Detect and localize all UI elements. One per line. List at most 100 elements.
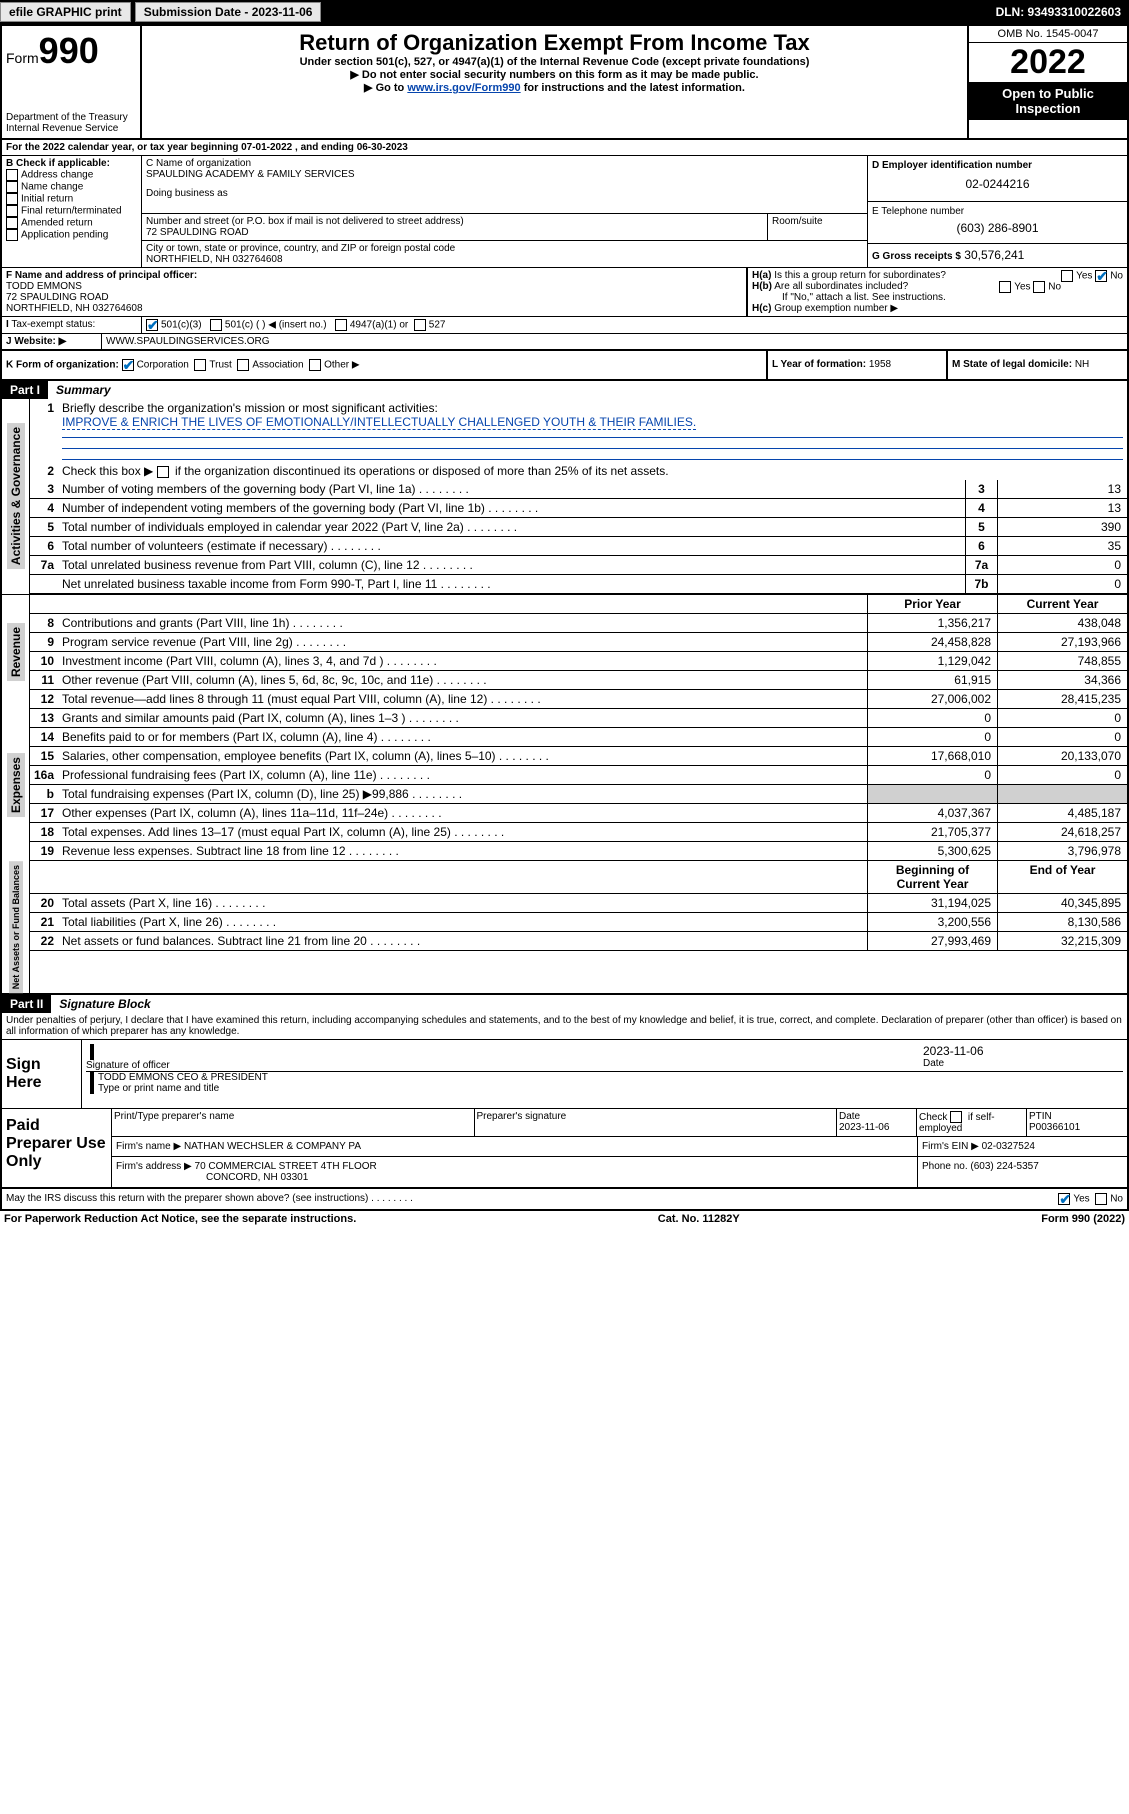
- col-current: Current Year: [997, 595, 1127, 613]
- officer-name: TODD EMMONS: [6, 281, 742, 292]
- hb-no[interactable]: [1033, 281, 1045, 293]
- row-desc: Benefits paid to or for members (Part IX…: [58, 728, 867, 746]
- check-label: Name change: [21, 182, 83, 193]
- cur-val: 8,130,586: [997, 913, 1127, 931]
- check-initial-return[interactable]: Initial return: [6, 193, 137, 205]
- check-other[interactable]: [309, 359, 321, 371]
- part2-title: Signature Block: [51, 995, 158, 1013]
- row-num: 7a: [30, 556, 58, 574]
- efile-print-button[interactable]: efile GRAPHIC print: [0, 2, 131, 22]
- col-prior: Prior Year: [867, 595, 997, 613]
- tax-status-label: Tax-exempt status:: [11, 319, 95, 330]
- part2-label: Part II: [2, 995, 51, 1013]
- year-formation-label: L Year of formation:: [772, 359, 866, 370]
- ha-no[interactable]: [1095, 270, 1107, 282]
- discuss-no[interactable]: [1095, 1193, 1107, 1205]
- row-num: 14: [30, 728, 58, 746]
- check-label: Amended return: [21, 218, 93, 229]
- officer-sig-label: Type or print name and title: [98, 1083, 1123, 1094]
- check-corp[interactable]: [122, 359, 134, 371]
- prep-col-name: Print/Type preparer's name: [112, 1109, 475, 1136]
- check-trust[interactable]: [194, 359, 206, 371]
- dba-label: Doing business as: [146, 188, 863, 199]
- check-discontinued[interactable]: [157, 466, 169, 478]
- check-address-change[interactable]: Address change: [6, 169, 137, 181]
- ptin-label: PTIN: [1029, 1111, 1052, 1122]
- row-desc: Number of independent voting members of …: [58, 499, 965, 517]
- page-footer: For Paperwork Reduction Act Notice, see …: [0, 1211, 1129, 1227]
- cur-val: 34,366: [997, 671, 1127, 689]
- year-formation: 1958: [869, 359, 891, 370]
- row-val: 13: [997, 499, 1127, 517]
- cur-val: 20,133,070: [997, 747, 1127, 765]
- cur-val: 28,415,235: [997, 690, 1127, 708]
- discuss-yes[interactable]: [1058, 1193, 1070, 1205]
- check-label: Address change: [21, 170, 93, 181]
- row-desc: Salaries, other compensation, employee b…: [58, 747, 867, 765]
- line-i: I Tax-exempt status: 501(c)(3) 501(c) ( …: [0, 317, 1129, 334]
- row-num: 4: [30, 499, 58, 517]
- check-amended[interactable]: Amended return: [6, 217, 137, 229]
- row-box: 7b: [965, 575, 997, 593]
- form-990-num: 990: [39, 30, 99, 71]
- row-desc: Total number of individuals employed in …: [58, 518, 965, 536]
- side-label-governance: Activities & Governance: [7, 423, 25, 569]
- row-num: 11: [30, 671, 58, 689]
- data-row: b Total fundraising expenses (Part IX, c…: [30, 785, 1127, 804]
- officer-addr2: NORTHFIELD, NH 032764608: [6, 303, 742, 314]
- check-501c[interactable]: [210, 319, 222, 331]
- subtitle-1: Under section 501(c), 527, or 4947(a)(1)…: [150, 56, 959, 68]
- yes-label: Yes: [1073, 1194, 1089, 1205]
- part1-title: Summary: [48, 381, 119, 399]
- irs-label: Internal Revenue Service: [6, 123, 136, 134]
- check-501c3[interactable]: [146, 319, 158, 331]
- prior-val: 5,300,625: [867, 842, 997, 860]
- ein-label: D Employer identification number: [872, 160, 1123, 171]
- row-desc: Revenue less expenses. Subtract line 18 …: [58, 842, 867, 860]
- cur-val: 0: [997, 709, 1127, 727]
- row-box: 3: [965, 480, 997, 498]
- cur-val: 27,193,966: [997, 633, 1127, 651]
- subtitle-3: Go to www.irs.gov/Form990 for instructio…: [150, 81, 959, 94]
- check-name-change[interactable]: Name change: [6, 181, 137, 193]
- hb-yes[interactable]: [999, 281, 1011, 293]
- data-row: 18 Total expenses. Add lines 13–17 (must…: [30, 823, 1127, 842]
- opt-other: Other ▶: [324, 360, 359, 371]
- check-assoc[interactable]: [237, 359, 249, 371]
- check-app-pending[interactable]: Application pending: [6, 229, 137, 241]
- omb-number: OMB No. 1545-0047: [969, 26, 1127, 43]
- row-box: 5: [965, 518, 997, 536]
- website-value: WWW.SPAULDINGSERVICES.ORG: [102, 334, 1127, 349]
- ha-label: Is this a group return for subordinates?: [774, 270, 946, 281]
- irs-link[interactable]: www.irs.gov/Form990: [407, 82, 520, 94]
- paid-preparer-block: Paid Preparer Use Only Print/Type prepar…: [0, 1109, 1129, 1189]
- yes-label: Yes: [1014, 282, 1030, 293]
- cur-val: 0: [997, 766, 1127, 784]
- cur-val: 40,345,895: [997, 894, 1127, 912]
- data-row: 10 Investment income (Part VIII, column …: [30, 652, 1127, 671]
- opt-corp: Corporation: [137, 360, 189, 371]
- check-selfemp[interactable]: [950, 1111, 962, 1123]
- check-label: Final return/terminated: [21, 206, 122, 217]
- check-final-return[interactable]: Final return/terminated: [6, 205, 137, 217]
- firm-ein-label: Firm's EIN ▶: [922, 1141, 979, 1152]
- street-address: 72 SPAULDING ROAD: [146, 227, 763, 238]
- no-label: No: [1110, 1194, 1123, 1205]
- footer-left: For Paperwork Reduction Act Notice, see …: [4, 1213, 356, 1225]
- form-header: Form990 Department of the Treasury Inter…: [0, 24, 1129, 140]
- row-val: 35: [997, 537, 1127, 555]
- officer-addr1: 72 SPAULDING ROAD: [6, 292, 742, 303]
- opt-527: 527: [429, 320, 446, 331]
- cur-val: 0: [997, 728, 1127, 746]
- side-label-expenses: Expenses: [7, 753, 25, 817]
- prior-val: 0: [867, 709, 997, 727]
- check-527[interactable]: [414, 319, 426, 331]
- ha-yes[interactable]: [1061, 270, 1073, 282]
- check-4947[interactable]: [335, 319, 347, 331]
- row-val: 0: [997, 556, 1127, 574]
- gov-row: 3 Number of voting members of the govern…: [30, 480, 1127, 499]
- data-row: 15 Salaries, other compensation, employe…: [30, 747, 1127, 766]
- line2-text: Check this box ▶ if the organization dis…: [62, 464, 669, 478]
- mission-text: IMPROVE & ENRICH THE LIVES OF EMOTIONALL…: [62, 415, 696, 430]
- phone-label: E Telephone number: [872, 206, 1123, 217]
